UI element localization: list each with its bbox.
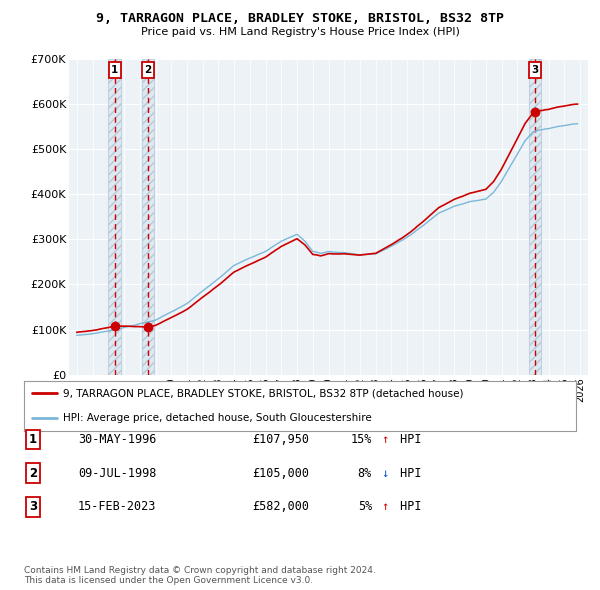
Text: ↑: ↑ xyxy=(375,433,389,446)
Text: 1: 1 xyxy=(29,433,37,446)
Text: 9, TARRAGON PLACE, BRADLEY STOKE, BRISTOL, BS32 8TP: 9, TARRAGON PLACE, BRADLEY STOKE, BRISTO… xyxy=(96,12,504,25)
Text: Contains HM Land Registry data © Crown copyright and database right 2024.
This d: Contains HM Land Registry data © Crown c… xyxy=(24,566,376,585)
Text: 2: 2 xyxy=(145,65,152,75)
Text: 9, TARRAGON PLACE, BRADLEY STOKE, BRISTOL, BS32 8TP (detached house): 9, TARRAGON PLACE, BRADLEY STOKE, BRISTO… xyxy=(62,388,463,398)
Text: 2: 2 xyxy=(29,467,37,480)
Text: 09-JUL-1998: 09-JUL-1998 xyxy=(78,467,157,480)
Text: Price paid vs. HM Land Registry's House Price Index (HPI): Price paid vs. HM Land Registry's House … xyxy=(140,27,460,37)
Text: HPI: HPI xyxy=(393,500,421,513)
Bar xyxy=(109,59,121,375)
Text: £105,000: £105,000 xyxy=(252,467,309,480)
Text: £107,950: £107,950 xyxy=(252,433,309,446)
Text: ↑: ↑ xyxy=(375,500,389,513)
Bar xyxy=(529,59,541,375)
Text: HPI: HPI xyxy=(393,433,421,446)
Text: 3: 3 xyxy=(29,500,37,513)
Text: 1: 1 xyxy=(111,65,118,75)
Text: ↓: ↓ xyxy=(375,467,389,480)
Text: HPI: HPI xyxy=(393,467,421,480)
Bar xyxy=(142,59,154,375)
Bar xyxy=(142,59,154,375)
Bar xyxy=(109,59,121,375)
Text: 3: 3 xyxy=(531,65,538,75)
Text: 15%: 15% xyxy=(350,433,372,446)
Text: 30-MAY-1996: 30-MAY-1996 xyxy=(78,433,157,446)
Text: £582,000: £582,000 xyxy=(252,500,309,513)
Text: 8%: 8% xyxy=(358,467,372,480)
Bar xyxy=(529,59,541,375)
Text: 15-FEB-2023: 15-FEB-2023 xyxy=(78,500,157,513)
Text: 5%: 5% xyxy=(358,500,372,513)
Text: HPI: Average price, detached house, South Gloucestershire: HPI: Average price, detached house, Sout… xyxy=(62,413,371,423)
